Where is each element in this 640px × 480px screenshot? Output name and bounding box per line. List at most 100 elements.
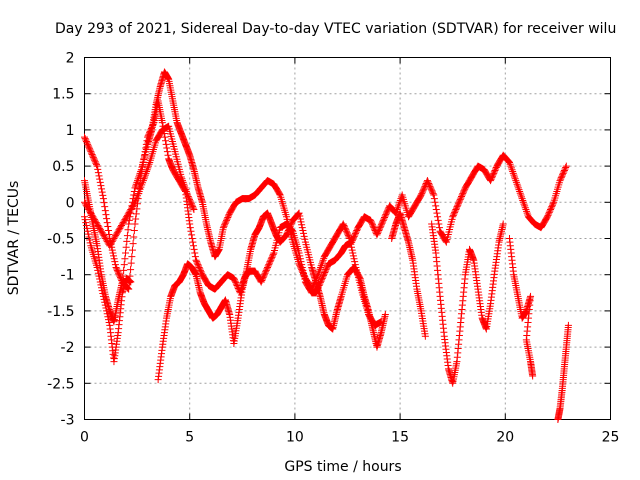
data-point [122,249,130,257]
data-point [83,224,91,232]
data-point [163,144,171,152]
data-point [104,316,112,324]
data-point [382,211,390,219]
data-point [518,195,526,203]
data-point [517,191,525,199]
data-point [128,203,136,211]
data-point [84,142,92,150]
data-point [430,195,438,203]
data-point [98,284,106,292]
data-point [189,203,197,211]
data-point [164,151,172,159]
x-tick-label: 0 [80,430,89,446]
data-point [102,236,110,244]
y-tick-label: 1.5 [52,87,74,103]
y-tick-label: -3 [61,413,75,429]
data-point [490,168,498,176]
data-point [267,256,275,264]
data-point [103,307,111,315]
data-point [92,161,100,169]
data-point [308,285,316,293]
data-point [91,158,99,166]
data-point [86,146,94,154]
data-point [318,260,326,268]
data-point [556,177,564,185]
data-point [561,165,569,173]
y-tick-label: -1 [61,268,75,284]
data-point [393,207,401,215]
series-track-3 [81,213,135,366]
data-point [102,304,110,312]
data-point [86,239,94,247]
data-point [88,151,96,159]
y-tick-label: -2.5 [47,376,74,392]
data-point [373,231,381,239]
data-point [99,230,107,238]
y-tick-label: 0.5 [52,159,74,175]
data-point [506,158,514,166]
data-point [286,222,294,230]
data-point [315,267,323,275]
data-point [394,204,402,212]
data-point [180,180,188,188]
data-point [106,242,114,250]
data-point [492,165,500,173]
data-point [296,263,304,271]
data-point [512,177,520,185]
data-point [417,191,425,199]
data-point [263,265,271,273]
data-point [374,229,382,237]
data-point [426,182,434,190]
data-point [124,210,132,218]
data-point [381,311,389,319]
data-point [548,203,556,211]
data-point [119,272,127,280]
data-point [346,237,354,245]
data-point [94,165,102,173]
data-point [101,298,109,306]
data-point [193,259,201,267]
data-point [99,290,107,298]
data-point [84,140,92,148]
data-point [432,206,440,214]
data-point [179,178,187,186]
data-point [396,198,404,206]
data-point [113,229,121,237]
data-point [128,253,136,261]
data-point [191,249,199,257]
data-point [264,262,272,270]
data-point [421,332,429,340]
data-point [295,209,303,217]
data-point [529,372,537,380]
data-point [114,227,122,235]
data-point [453,203,461,211]
data-point [544,211,552,219]
data-point [347,243,355,251]
data-point [514,182,522,190]
data-point [375,227,383,235]
data-point [123,213,131,221]
data-point [451,208,459,216]
data-point [519,196,527,204]
data-point [442,237,450,245]
data-point [163,148,171,156]
data-point [143,168,151,176]
data-point [179,177,187,185]
data-point [506,160,514,168]
data-point [381,214,389,222]
data-point [145,160,153,168]
data-point [88,211,96,219]
data-point [425,181,433,189]
data-point [513,180,521,188]
data-point [265,259,273,267]
data-point [193,258,201,266]
data-point [322,266,330,274]
data-point [103,310,111,318]
data-point [283,229,291,237]
data-point [269,250,277,258]
data-point [140,175,148,183]
data-point [459,190,467,198]
data-point [257,278,265,286]
data-point [142,169,150,177]
data-point [102,235,110,242]
